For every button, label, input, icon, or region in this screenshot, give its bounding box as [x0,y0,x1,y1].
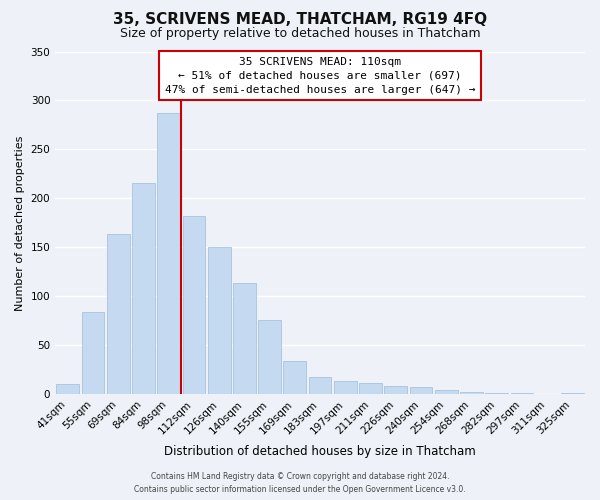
Bar [208,248,230,394]
Bar [283,361,306,394]
Bar [107,234,130,394]
Bar [233,282,256,395]
Text: Contains HM Land Registry data © Crown copyright and database right 2024.
Contai: Contains HM Land Registry data © Crown c… [134,472,466,494]
Bar [132,183,155,394]
Bar [82,312,104,394]
Bar [410,386,433,394]
Bar [385,386,407,394]
Bar [309,377,331,394]
X-axis label: Distribution of detached houses by size in Thatcham: Distribution of detached houses by size … [164,444,476,458]
Text: Size of property relative to detached houses in Thatcham: Size of property relative to detached ho… [119,28,481,40]
Bar [258,320,281,394]
Bar [182,216,205,394]
Bar [157,113,180,394]
Bar [435,390,458,394]
Bar [334,380,356,394]
Text: 35 SCRIVENS MEAD: 110sqm
← 51% of detached houses are smaller (697)
47% of semi-: 35 SCRIVENS MEAD: 110sqm ← 51% of detach… [165,56,475,94]
Bar [460,392,483,394]
Text: 35, SCRIVENS MEAD, THATCHAM, RG19 4FQ: 35, SCRIVENS MEAD, THATCHAM, RG19 4FQ [113,12,487,28]
Y-axis label: Number of detached properties: Number of detached properties [15,136,25,310]
Bar [56,384,79,394]
Bar [359,382,382,394]
